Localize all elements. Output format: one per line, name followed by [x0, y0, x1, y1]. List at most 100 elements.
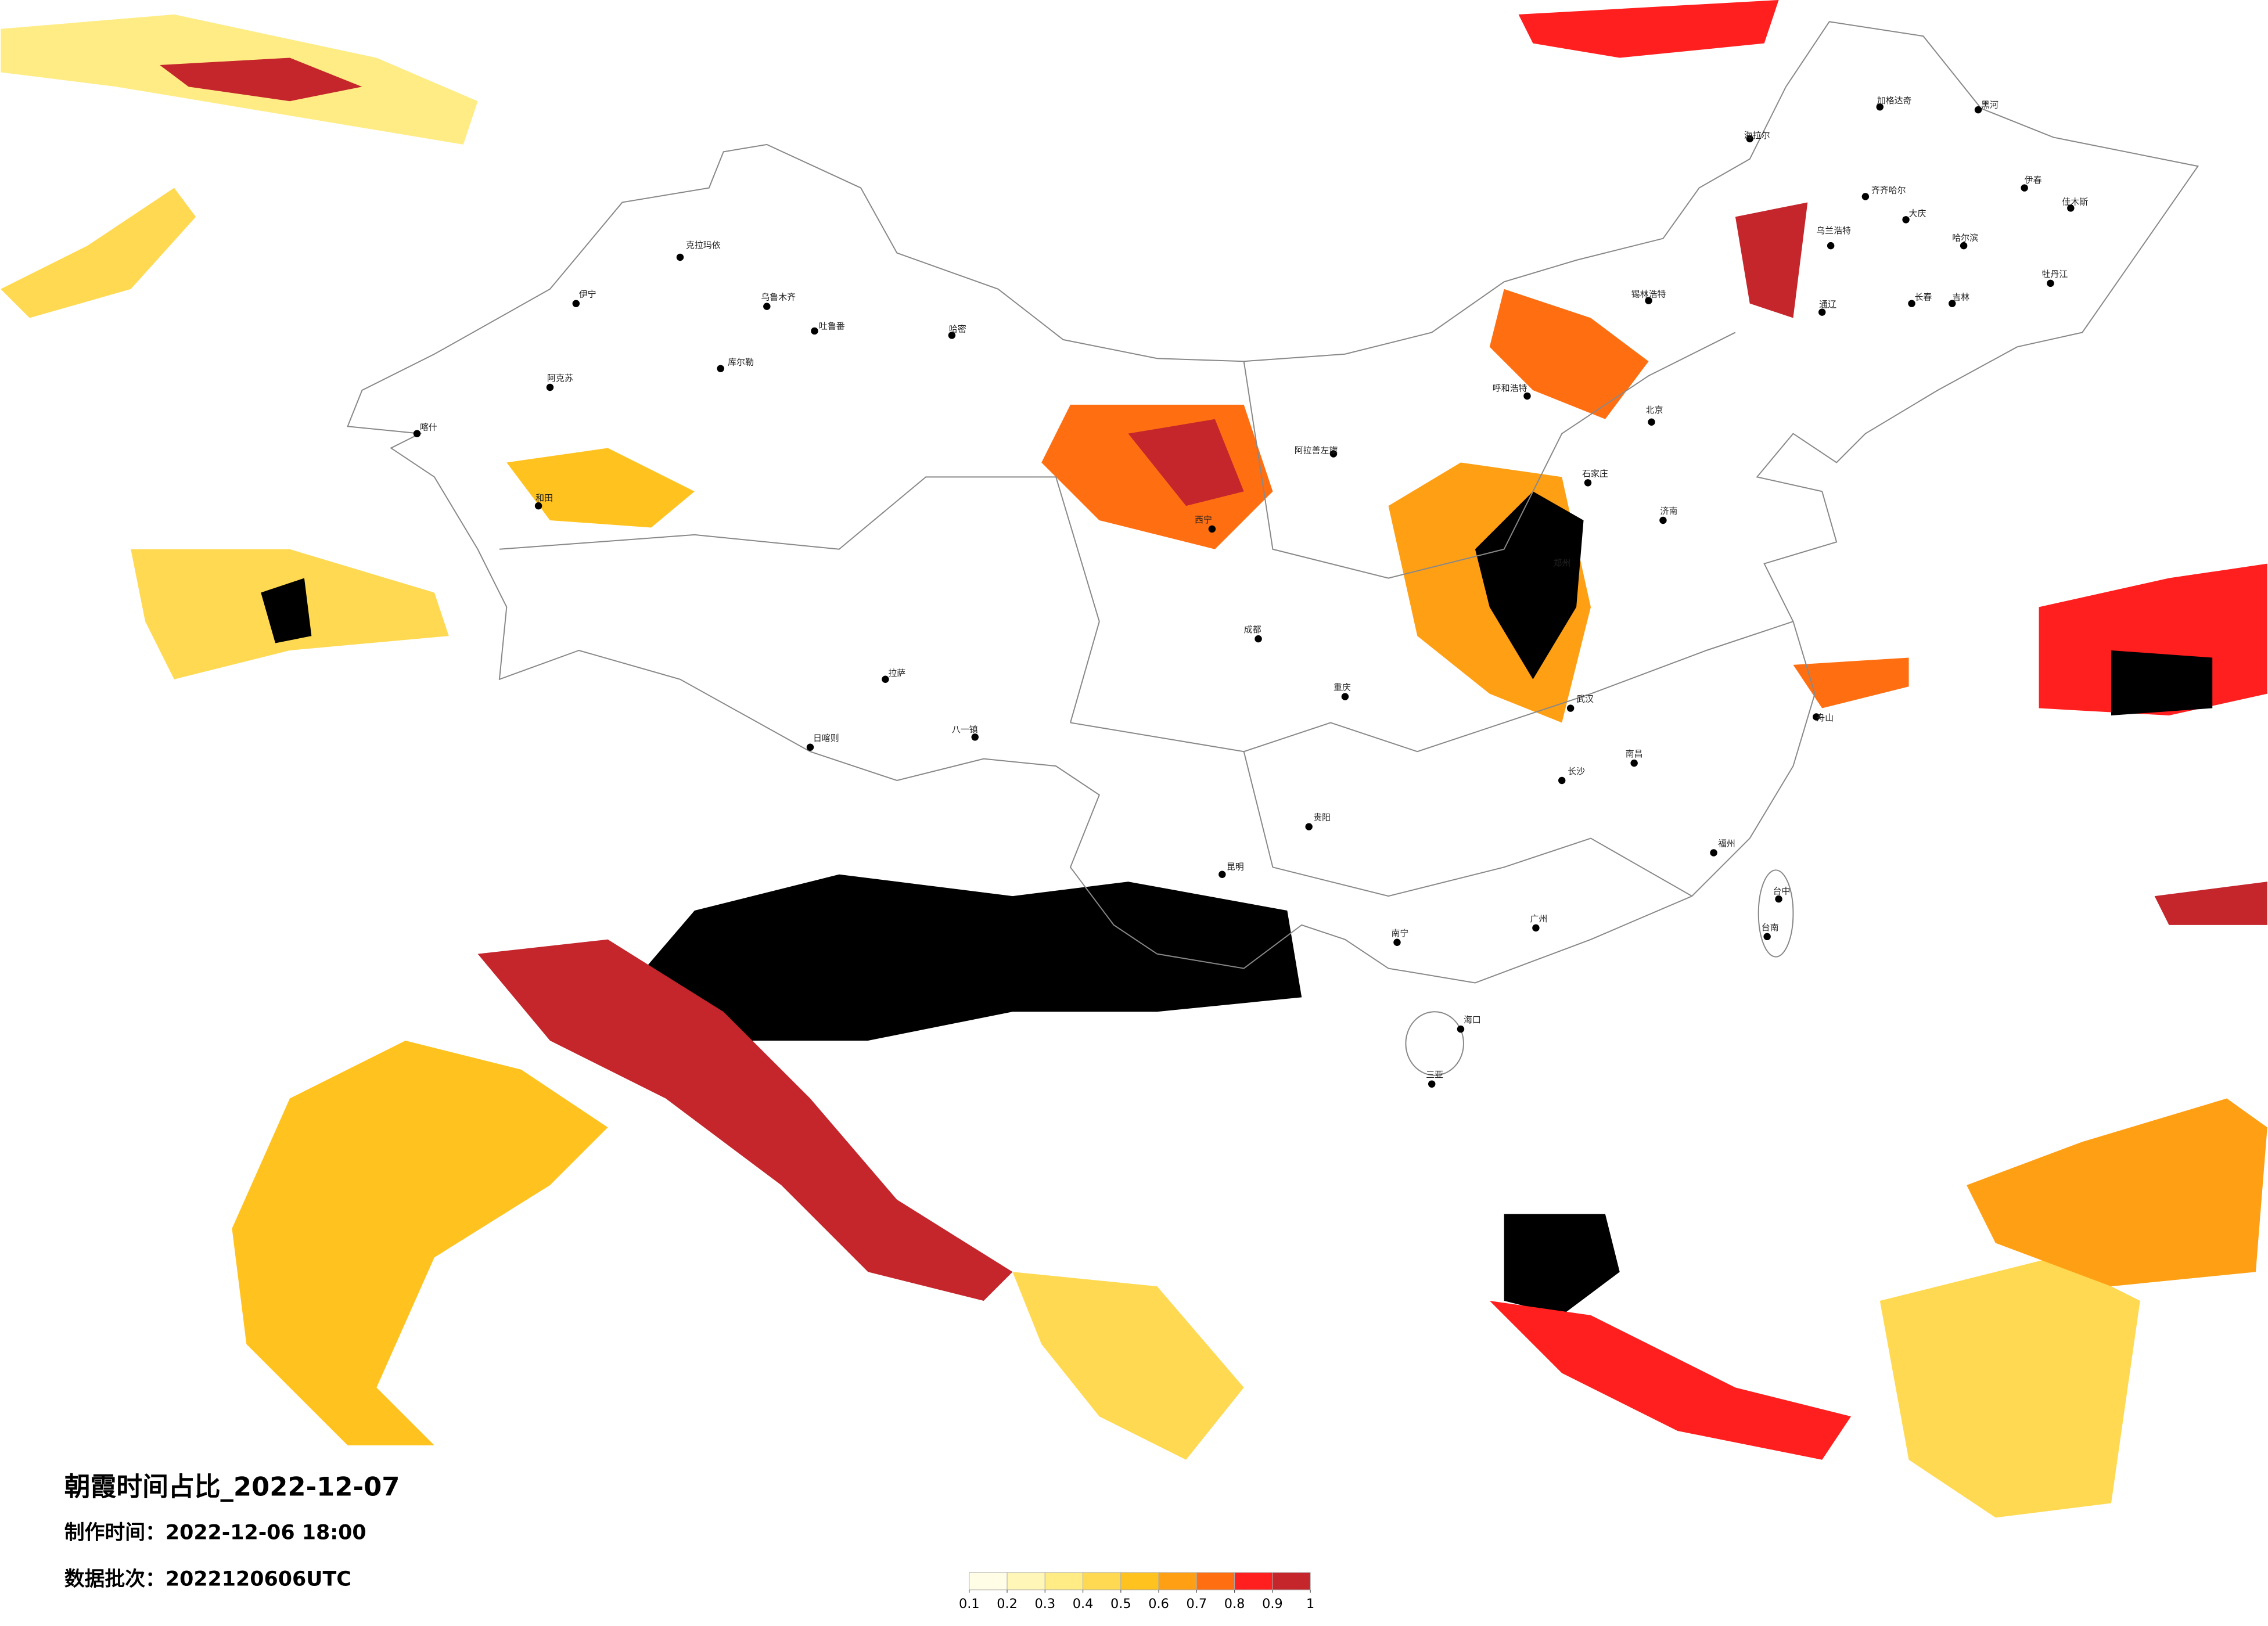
city-label: 哈尔滨	[1952, 233, 1978, 243]
city-label: 乌鲁木齐	[761, 292, 796, 303]
city-label: 通辽	[1819, 299, 1836, 310]
city-dot	[1208, 525, 1216, 533]
colorbar-tick-label: 0.5	[1110, 1596, 1131, 1611]
city-dot	[1329, 450, 1338, 458]
heat-area	[1967, 1098, 2267, 1287]
city-dot	[1305, 823, 1313, 830]
city-dot	[1630, 759, 1638, 767]
heat-area	[261, 578, 312, 643]
colorbar-tick-label: 0.9	[1262, 1596, 1283, 1611]
city-label: 石家庄	[1582, 468, 1608, 479]
island-outline	[1405, 1011, 1464, 1076]
city-label: 呼和浩特	[1493, 383, 1527, 394]
heat-area	[1735, 202, 1808, 318]
province-border	[1243, 332, 1736, 579]
city-dot	[948, 332, 956, 339]
city-dot	[1710, 849, 1717, 857]
colorbar-swatch	[1083, 1572, 1122, 1591]
colorbar-swatch	[1272, 1572, 1311, 1591]
city-label: 台中	[1773, 886, 1791, 897]
city-dot	[1341, 693, 1349, 700]
province-border	[1243, 751, 1692, 897]
heat-area	[1012, 1272, 1244, 1460]
island-outline	[1757, 869, 1794, 958]
city-label: 舟山	[1816, 713, 1834, 723]
city-label: 拉萨	[888, 668, 905, 678]
heat-layer	[1, 0, 2267, 1518]
colorbar-swatch	[1120, 1572, 1159, 1591]
city-label: 长春	[1915, 292, 1932, 303]
heat-area	[1, 188, 196, 318]
city-dot	[1908, 300, 1915, 307]
city-label: 重庆	[1334, 682, 1351, 693]
heat-area	[1489, 1301, 1851, 1460]
city-label: 日喀则	[813, 733, 839, 743]
city-dot	[1645, 297, 1652, 304]
heat-area	[1879, 1257, 2140, 1518]
heat-area	[232, 1041, 608, 1445]
city-label: 克拉玛依	[686, 240, 721, 250]
colorbar-tick-label: 0.7	[1187, 1596, 1207, 1611]
city-label: 海拉尔	[1744, 130, 1770, 141]
city-label: 海口	[1464, 1015, 1481, 1025]
city-dot	[1584, 479, 1592, 487]
city-dot	[2067, 204, 2075, 212]
city-dot	[1746, 135, 1753, 143]
city-dot	[1763, 933, 1771, 941]
city-dot	[1659, 516, 1667, 524]
city-dot	[1974, 106, 1982, 114]
city-label: 哈密	[949, 323, 966, 334]
city-label: 伊春	[2025, 175, 2042, 185]
heat-area	[2111, 650, 2213, 715]
city-dot	[676, 253, 684, 261]
city-label: 库尔勒	[728, 357, 754, 368]
city-dot	[763, 303, 771, 310]
city-dot	[1523, 392, 1531, 400]
heat-area	[1128, 419, 1244, 506]
city-dot	[1219, 870, 1226, 878]
colorbar-tick-label: 0.4	[1073, 1596, 1094, 1611]
city-label: 吉林	[1952, 292, 1969, 303]
city-label: 成都	[1244, 624, 1261, 635]
city-dot	[1558, 776, 1566, 785]
city-label: 牡丹江	[2042, 269, 2068, 279]
heat-area	[506, 448, 695, 528]
city-dot	[534, 502, 542, 510]
city-dot	[1532, 924, 1540, 932]
city-label: 大庆	[1909, 208, 1926, 218]
city-label: 济南	[1660, 506, 1677, 516]
city-label: 南昌	[1626, 749, 1643, 759]
city-label: 伊宁	[579, 289, 596, 300]
city-dot	[1255, 635, 1262, 643]
city-dot	[1948, 300, 1956, 307]
country-outline	[347, 21, 2199, 984]
colorbar-swatch	[1234, 1572, 1273, 1591]
heat-area	[1793, 657, 1909, 708]
heat-area	[477, 939, 1013, 1301]
city-label: 台南	[1762, 922, 1779, 933]
city-dot	[1457, 1025, 1465, 1033]
city-dot	[1861, 193, 1870, 200]
city-dot	[1547, 569, 1554, 576]
production-time: 制作时间：2022-12-06 18:00	[64, 1521, 366, 1545]
city-dot	[1827, 242, 1835, 250]
city-label: 吐鲁番	[819, 321, 845, 331]
city-dot	[1818, 308, 1826, 316]
colorbar-swatch	[969, 1572, 1008, 1591]
city-label: 西宁	[1195, 515, 1212, 525]
city-dot	[1648, 418, 1655, 426]
colorbar-tick-label: 0.8	[1224, 1596, 1245, 1611]
city-label: 八一镇	[952, 724, 978, 735]
city-label: 齐齐哈尔	[1871, 185, 1906, 196]
city-label: 锡林浩特	[1631, 289, 1666, 300]
city-dot	[1428, 1080, 1436, 1088]
city-dot	[1775, 895, 1782, 903]
province-border	[1070, 621, 1793, 753]
city-label: 武汉	[1576, 694, 1594, 704]
cities: 北京 乌鲁木齐 伊宁 阿克苏 喀什 和田 哈密 库尔勒 吐鲁番 克拉玛依 拉萨 …	[413, 95, 2088, 1088]
borders	[347, 21, 2199, 1076]
city-label: 黑河	[1981, 100, 1999, 110]
city-label: 和田	[535, 493, 553, 503]
colorbar-swatch	[1044, 1572, 1084, 1591]
